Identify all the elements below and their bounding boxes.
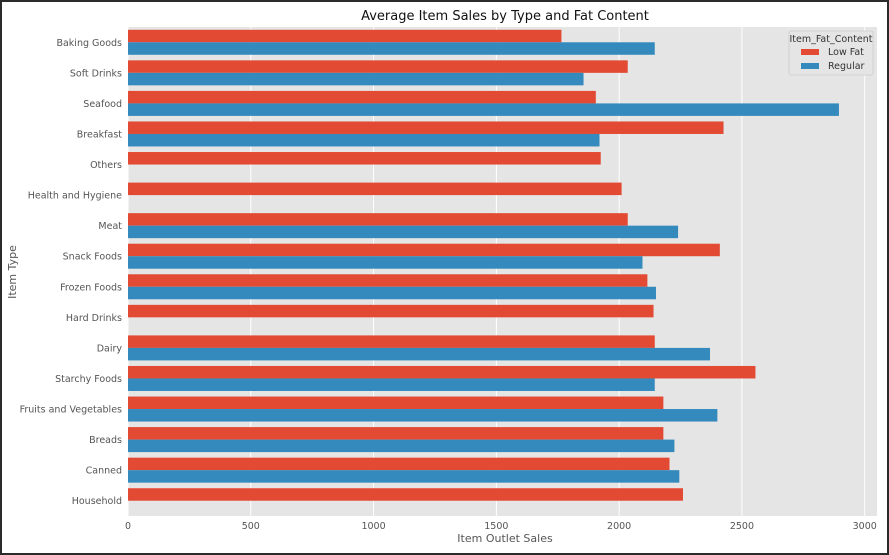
y-tick-label: Health and Hygiene xyxy=(28,191,122,202)
bar-low-fat xyxy=(128,60,628,73)
bar-regular xyxy=(128,378,655,391)
bar-regular xyxy=(128,256,643,269)
legend: Item_Fat_Content Low Fat Regular xyxy=(788,30,874,76)
bar-low-fat xyxy=(128,213,628,226)
y-tick-label: Starchy Foods xyxy=(55,374,122,385)
legend-label-low-fat: Low Fat xyxy=(828,47,864,58)
chart-title: Average Item Sales by Type and Fat Conte… xyxy=(361,9,649,24)
x-tick-label: 500 xyxy=(242,521,260,532)
x-tick-label: 2500 xyxy=(730,521,754,532)
x-tick-label: 1000 xyxy=(361,521,385,532)
bar-low-fat xyxy=(128,488,683,501)
y-tick-label: Hard Drinks xyxy=(66,313,122,324)
legend-title: Item_Fat_Content xyxy=(789,34,872,45)
x-axis-title: Item Outlet Sales xyxy=(457,532,553,545)
y-tick-label: Fruits and Vegetables xyxy=(20,405,122,416)
y-tick-label: Canned xyxy=(86,466,122,477)
bar-low-fat xyxy=(128,243,720,257)
bar-regular xyxy=(128,409,718,422)
bar-low-fat xyxy=(128,90,596,104)
bar-regular xyxy=(128,72,584,86)
y-tick-label: Breakfast xyxy=(77,129,122,140)
y-tick-label: Dairy xyxy=(97,343,123,354)
bar-regular xyxy=(128,133,600,147)
y-tick-label: Frozen Foods xyxy=(60,282,122,293)
legend-swatch-low-fat xyxy=(801,49,819,55)
bar-regular xyxy=(128,286,656,300)
bar-low-fat xyxy=(128,121,724,134)
bar-low-fat xyxy=(128,274,648,287)
bar-low-fat xyxy=(128,152,601,165)
x-tick-label: 3000 xyxy=(853,521,877,532)
y-tick-label: Soft Drinks xyxy=(70,68,122,79)
bar-low-fat xyxy=(128,335,655,348)
bar-low-fat xyxy=(128,365,756,379)
y-tick-label: Others xyxy=(90,160,122,171)
legend-swatch-regular xyxy=(801,63,819,69)
bar-regular xyxy=(128,470,680,483)
bar-low-fat xyxy=(128,396,664,410)
y-tick-label: Breads xyxy=(89,435,122,446)
y-tick-label: Household xyxy=(72,496,122,507)
bar-regular xyxy=(128,103,839,116)
y-tick-label: Meat xyxy=(98,221,122,232)
x-tick-label: 1500 xyxy=(484,521,508,532)
bar-regular xyxy=(128,42,655,55)
bar-regular xyxy=(128,439,675,453)
bar-low-fat xyxy=(128,304,654,318)
bar-low-fat xyxy=(128,427,664,440)
bar-low-fat xyxy=(128,182,622,196)
bar-regular xyxy=(128,347,711,361)
legend-label-regular: Regular xyxy=(828,61,865,72)
y-tick-labels: Baking Goods Soft Drinks Seafood Breakfast O… xyxy=(20,38,123,507)
x-tick-label: 0 xyxy=(125,521,131,532)
y-tick-label: Baking Goods xyxy=(56,38,122,49)
y-axis-title: Item Type xyxy=(6,245,19,299)
x-tick-label: 2000 xyxy=(607,521,631,532)
bars xyxy=(128,29,839,501)
y-tick-label: Seafood xyxy=(83,99,122,110)
x-tick-labels: 0 500 1000 1500 2000 2500 3000 xyxy=(125,521,877,532)
y-tick-label: Snack Foods xyxy=(63,252,122,263)
bar-low-fat xyxy=(128,457,670,471)
bar-regular xyxy=(128,225,679,239)
bar-low-fat xyxy=(128,29,562,43)
